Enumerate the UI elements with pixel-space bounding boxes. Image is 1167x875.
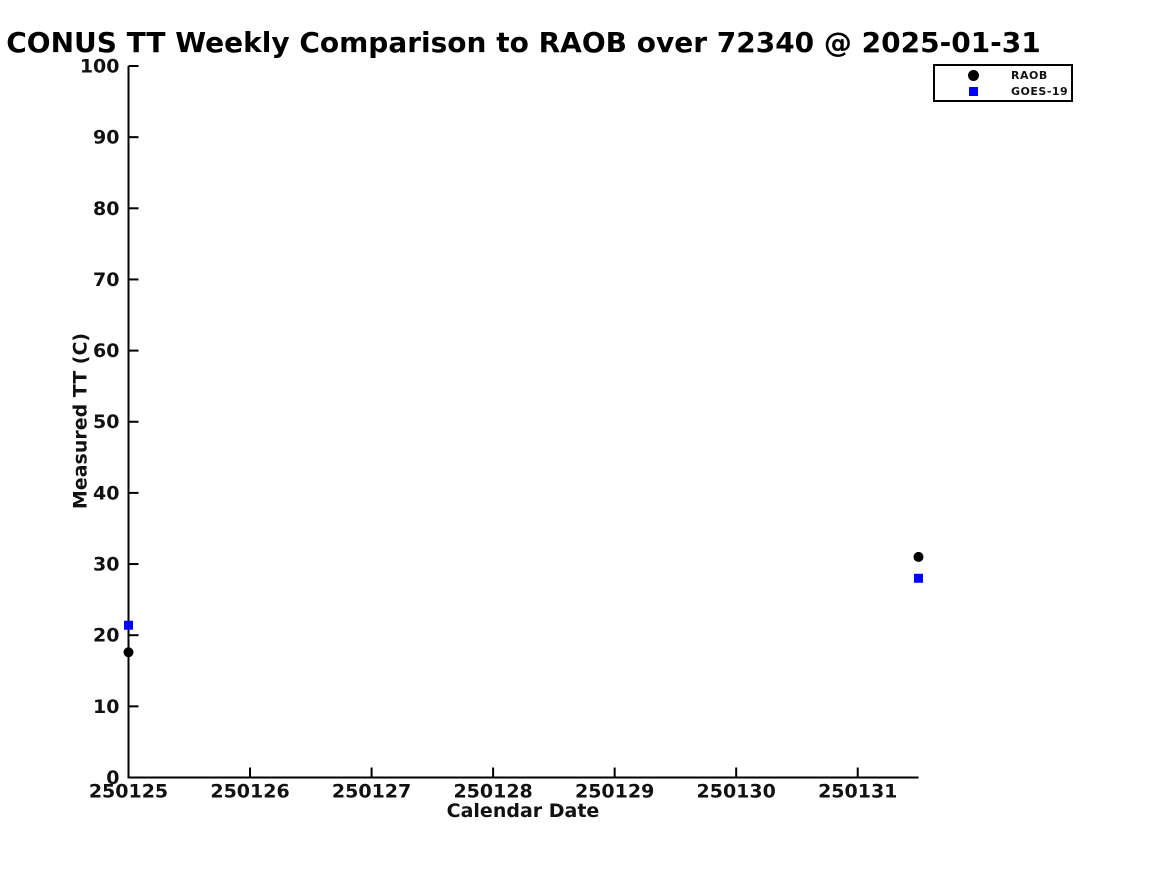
y-tick-label: 60 [93,340,119,362]
y-tick-label: 100 [80,55,120,77]
legend-item-label: RAOB [1011,68,1048,82]
x-tick-label: 250130 [697,781,776,803]
data-point-raob [913,551,924,562]
y-axis-title: Measured TT (C) [69,332,92,510]
y-tick-label: 40 [93,482,119,504]
x-axis-title: Calendar Date [446,800,600,822]
y-tick-label: 30 [93,554,119,576]
legend-square-marker-icon [968,86,978,96]
legend: RAOB GOES-19 [933,64,1073,102]
legend-item-label: GOES-19 [1011,84,1069,98]
x-tick-label: 250125 [89,781,168,803]
legend-swatch-cell [955,86,991,96]
legend-item-goes19: GOES-19 [935,83,1071,99]
legend-swatch-cell [955,69,991,81]
x-tick-label: 250129 [575,781,654,803]
y-tick-label: 80 [93,198,119,220]
y-tick-label: 10 [93,696,119,718]
x-tick-label: 250126 [210,781,289,803]
y-tick-label: 20 [93,625,119,647]
y-tick-label: 0 [106,767,119,789]
data-point-goes-19 [124,620,133,630]
y-tick-label: 70 [93,269,119,291]
data-point-raob [123,647,134,658]
y-tick-label: 50 [93,411,119,433]
x-tick-label: 250131 [818,781,897,803]
x-tick-label: 250127 [332,781,411,803]
data-point-goes-19 [914,573,923,583]
legend-item-raob: RAOB [935,67,1071,83]
legend-circle-marker-icon [967,69,979,81]
y-tick-label: 90 [93,127,119,149]
x-tick-label: 250128 [453,781,532,803]
chart-title: CONUS TT Weekly Comparison to RAOB over … [6,26,1041,59]
